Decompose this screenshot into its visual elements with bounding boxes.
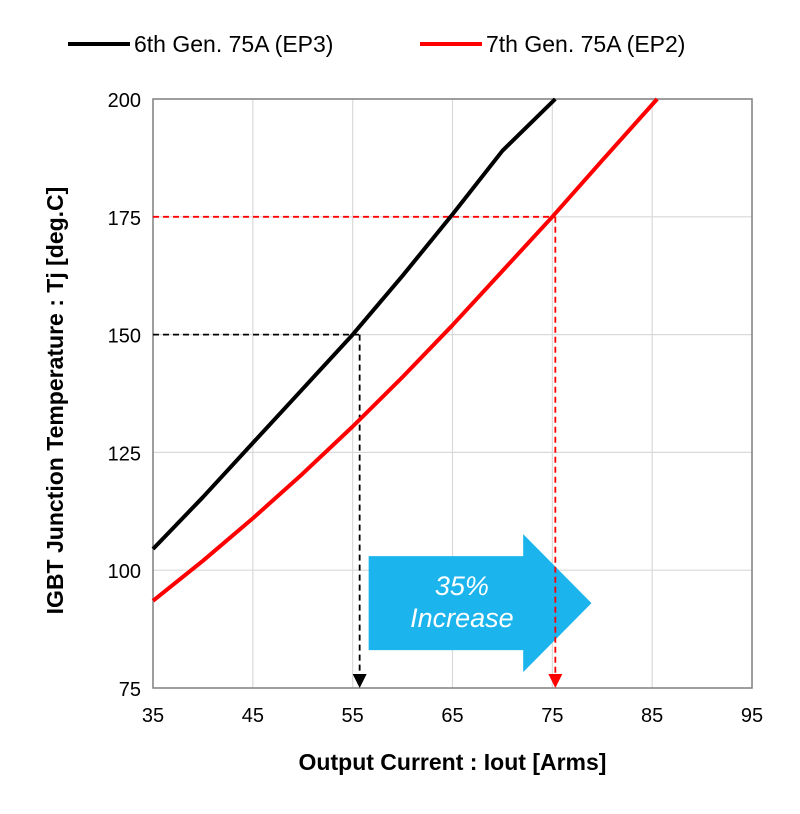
reference-arrowhead	[548, 674, 563, 688]
x-tick-label: 85	[641, 705, 663, 727]
x-tick-label: 35	[142, 705, 164, 727]
series-lines	[151, 97, 659, 603]
increase-annotation: 35% Increase	[368, 534, 592, 673]
x-tick-label: 55	[342, 705, 364, 727]
y-tick-labels: 75 100 125 150 175 200	[108, 90, 141, 701]
legend: 6th Gen. 75A (EP3) 7th Gen. 75A (EP2)	[68, 31, 685, 57]
reference-lines	[153, 215, 563, 688]
series-line-7th-gen	[151, 97, 659, 603]
series-line-6th-gen	[151, 97, 557, 551]
y-tick-label: 175	[108, 208, 141, 230]
x-tick-labels: 35 45 55 65 75 85 95	[142, 705, 763, 727]
legend-label-7th-gen: 7th Gen. 75A (EP2)	[486, 31, 685, 57]
legend-label-6th-gen: 6th Gen. 75A (EP3)	[134, 31, 333, 57]
y-tick-label: 200	[108, 90, 141, 112]
y-tick-label: 125	[108, 443, 141, 465]
reference-arrowhead	[352, 674, 367, 688]
y-tick-label: 100	[108, 561, 141, 583]
increase-annotation-line1: 35%	[435, 571, 489, 601]
plot-frame	[152, 98, 753, 689]
x-tick-label: 45	[242, 705, 264, 727]
y-axis-title: IGBT Junction Temperature : Tj [deg.C]	[42, 187, 68, 615]
x-tick-label: 65	[441, 705, 463, 727]
y-tick-label: 75	[119, 679, 141, 701]
y-tick-label: 150	[108, 326, 141, 348]
increase-arrow	[368, 534, 592, 673]
x-tick-label: 75	[541, 705, 563, 727]
increase-annotation-line2: Increase	[410, 603, 514, 633]
x-tick-label: 95	[741, 705, 763, 727]
x-axis-title: Output Current : Iout [Arms]	[299, 749, 607, 775]
